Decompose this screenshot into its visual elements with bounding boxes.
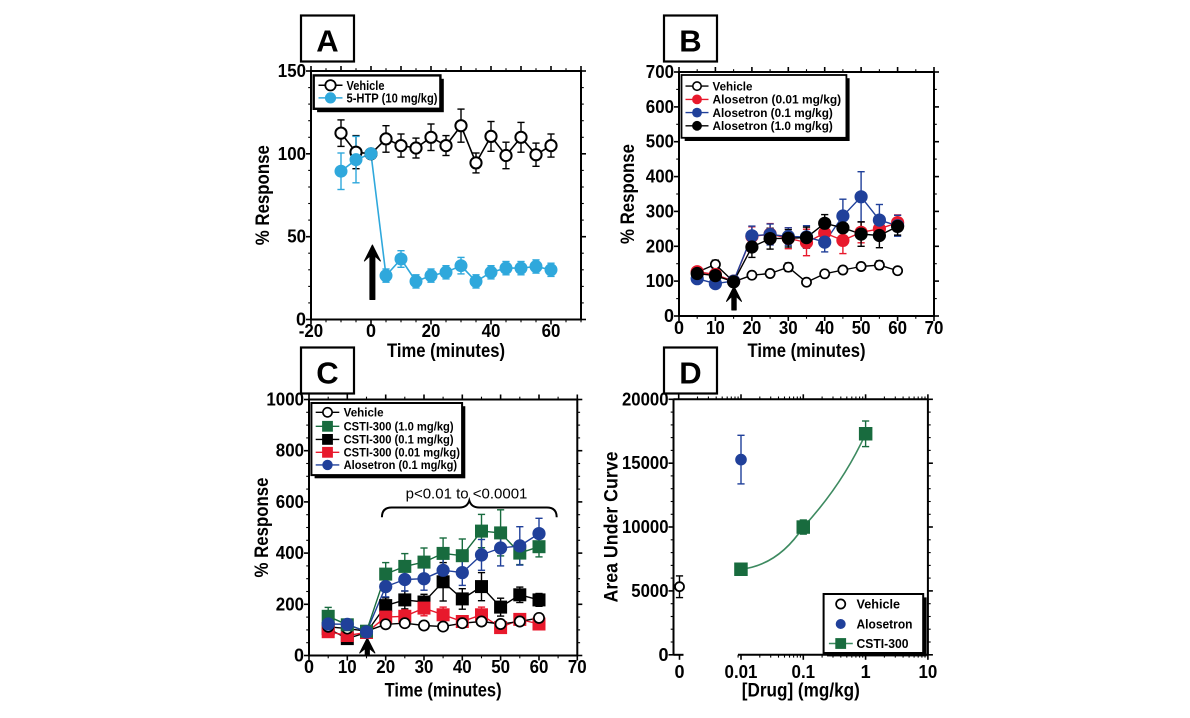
svg-text:Time (minutes): Time (minutes) — [748, 341, 866, 362]
svg-text:A: A — [316, 23, 338, 58]
svg-text:% Response: % Response — [618, 144, 639, 244]
svg-text:200: 200 — [276, 594, 304, 614]
svg-text:CSTI-300 (0.1 mg/kg): CSTI-300 (0.1 mg/kg) — [344, 433, 454, 447]
svg-text:CSTI-300: CSTI-300 — [857, 636, 909, 651]
svg-text:10: 10 — [919, 662, 938, 682]
svg-text:Alosetron (0.1 mg/kg): Alosetron (0.1 mg/kg) — [344, 458, 458, 472]
svg-text:CSTI-300 (1.0 mg/kg): CSTI-300 (1.0 mg/kg) — [344, 420, 454, 434]
svg-text:% Response: % Response — [252, 478, 273, 578]
svg-text:Alosetron (0.01 mg/kg): Alosetron (0.01 mg/kg) — [713, 93, 842, 107]
svg-text:30: 30 — [779, 318, 798, 338]
svg-text:-20: -20 — [299, 321, 323, 341]
svg-text:0: 0 — [658, 645, 668, 665]
svg-text:[Drug] (mg/kg): [Drug] (mg/kg) — [742, 681, 860, 702]
svg-text:Vehicle: Vehicle — [344, 406, 384, 420]
svg-text:40: 40 — [482, 321, 501, 341]
svg-text:10000: 10000 — [622, 517, 669, 537]
svg-text:40: 40 — [815, 318, 834, 338]
svg-text:0.1: 0.1 — [792, 662, 816, 682]
svg-text:CSTI-300 (0.01 mg/kg): CSTI-300 (0.01 mg/kg) — [344, 446, 460, 460]
svg-text:% Response: % Response — [253, 145, 274, 245]
svg-text:150: 150 — [278, 61, 306, 81]
svg-text:60: 60 — [888, 318, 907, 338]
svg-text:20: 20 — [743, 318, 762, 338]
svg-text:5000: 5000 — [631, 581, 668, 601]
svg-text:600: 600 — [276, 492, 304, 512]
svg-text:0: 0 — [366, 321, 376, 341]
svg-text:15000: 15000 — [622, 453, 669, 473]
svg-text:0: 0 — [664, 306, 674, 326]
svg-text:60: 60 — [530, 657, 549, 677]
svg-text:0: 0 — [304, 657, 314, 677]
svg-text:50: 50 — [491, 657, 510, 677]
svg-text:10: 10 — [706, 318, 725, 338]
svg-text:500: 500 — [646, 132, 674, 152]
svg-text:70: 70 — [568, 657, 587, 677]
svg-text:Time (minutes): Time (minutes) — [387, 341, 505, 362]
svg-text:1: 1 — [861, 662, 871, 682]
svg-text:D: D — [679, 355, 701, 390]
svg-text:60: 60 — [542, 321, 561, 341]
svg-text:20: 20 — [376, 657, 395, 677]
svg-text:5-HTP (10 mg/kg): 5-HTP (10 mg/kg) — [347, 91, 438, 105]
svg-text:Vehicle: Vehicle — [347, 79, 385, 93]
svg-text:1000: 1000 — [266, 390, 304, 410]
svg-text:400: 400 — [646, 167, 674, 187]
svg-text:50: 50 — [287, 227, 306, 247]
svg-text:Area Under Curve: Area Under Curve — [602, 452, 623, 603]
svg-text:70: 70 — [925, 318, 944, 338]
svg-text:30: 30 — [415, 657, 434, 677]
svg-text:200: 200 — [646, 236, 674, 256]
svg-text:0.01: 0.01 — [725, 662, 758, 682]
svg-text:20: 20 — [422, 321, 441, 341]
svg-text:600: 600 — [646, 97, 674, 117]
svg-text:Alosetron: Alosetron — [857, 617, 913, 632]
svg-text:Time (minutes): Time (minutes) — [385, 681, 502, 702]
svg-text:800: 800 — [276, 441, 304, 461]
svg-text:700: 700 — [646, 62, 674, 82]
svg-text:0: 0 — [294, 646, 304, 666]
svg-text:p<0.01 to <0.0001: p<0.01 to <0.0001 — [406, 485, 528, 502]
svg-text:Alosetron (1.0 mg/kg): Alosetron (1.0 mg/kg) — [713, 119, 833, 133]
svg-text:Vehicle: Vehicle — [857, 597, 901, 612]
svg-text:0: 0 — [296, 310, 306, 330]
svg-text:Vehicle: Vehicle — [713, 79, 753, 93]
svg-text:20000: 20000 — [622, 389, 669, 409]
svg-text:Alosetron (0.1 mg/kg): Alosetron (0.1 mg/kg) — [713, 106, 833, 120]
svg-text:0: 0 — [674, 662, 684, 682]
svg-text:50: 50 — [852, 318, 871, 338]
svg-text:100: 100 — [278, 144, 306, 164]
svg-text:400: 400 — [276, 543, 304, 563]
svg-text:100: 100 — [646, 271, 674, 291]
svg-text:B: B — [679, 23, 701, 58]
svg-text:300: 300 — [646, 201, 674, 221]
svg-text:10: 10 — [338, 657, 357, 677]
svg-text:0: 0 — [674, 318, 684, 338]
svg-text:40: 40 — [453, 657, 472, 677]
svg-text:C: C — [316, 355, 338, 390]
